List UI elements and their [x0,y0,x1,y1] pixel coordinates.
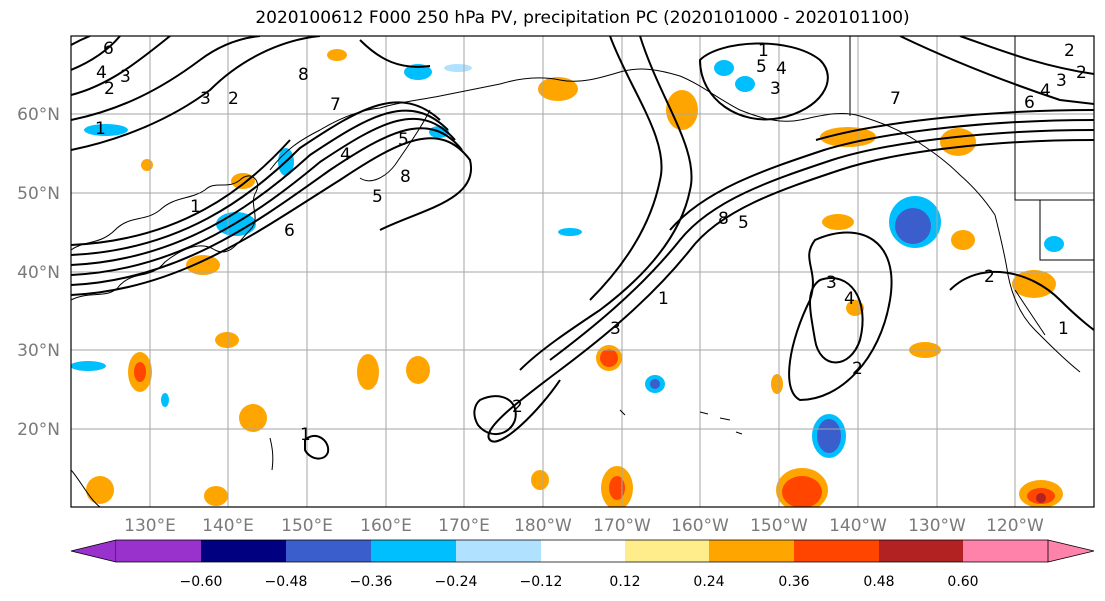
contour-label: 2 [1076,63,1087,83]
pv-contours [71,36,1094,460]
colorbar-tick-label: 0.60 [947,574,978,590]
lon-label: 150°W [750,516,808,536]
map-frame [70,35,1095,508]
contour-label: 4 [1040,81,1051,101]
lon-label: 170°E [438,516,490,536]
colorbar-segment [625,540,709,562]
lon-label: 160°E [360,516,412,536]
colorbar-segment [456,540,541,562]
colorbar-tick-label: 0.48 [863,574,894,590]
lon-label: 150°E [281,516,333,536]
colorbar-tick-labels: −0.60 −0.48 −0.36 −0.24 −0.12 0.12 0.24 … [180,574,979,590]
lat-label: 60°N [17,105,60,125]
contour-label: 6 [1024,93,1035,113]
contour-label: 6 [103,39,114,59]
colorbar-extend-high [1047,539,1095,563]
contour-label: 7 [890,89,901,109]
colorbar-segment [794,540,879,562]
lon-label: 160°W [671,516,729,536]
colorbar: −0.60 −0.48 −0.36 −0.24 −0.12 0.12 0.24 … [70,539,1095,590]
contour-label: 1 [95,119,106,139]
contour-label: 1 [300,425,311,445]
lat-label: 50°N [17,184,60,204]
colorbar-segment [709,540,794,562]
contour-label: 1 [190,197,201,217]
colorbar-segment [201,540,286,562]
contour-label: 6 [284,221,295,241]
contour-label: 5 [738,213,749,233]
latitude-labels: 60°N 50°N 40°N 30°N 20°N [17,105,60,440]
contour-label: 3 [770,79,781,99]
colorbar-segment [541,540,625,562]
colorbar-tick-label: −0.48 [265,574,308,590]
contour-label: 5 [756,57,767,77]
map-title: 2020100612 F000 250 hPa PV, precipitatio… [255,8,910,28]
lat-label: 20°N [17,420,60,440]
contour-label: 3 [120,67,131,87]
colorbar-tick-label: −0.12 [520,574,563,590]
lon-label: 130°E [124,516,176,536]
lon-label: 130°W [908,516,966,536]
coastlines [71,36,1094,507]
contour-label: 1 [758,41,769,61]
contour-label: 3 [1056,71,1067,91]
lon-label: 170°W [593,516,651,536]
contour-label: 3 [610,319,621,339]
contour-label: 4 [96,63,107,83]
contour-label: 3 [200,89,211,109]
contour-label: 1 [1058,319,1069,339]
lon-label: 120°W [986,516,1044,536]
contour-label: 4 [340,145,351,165]
contour-label: 7 [330,95,341,115]
contour-label: 1 [658,289,669,309]
contour-label: 8 [298,65,309,85]
contour-label: 2 [104,79,115,99]
colorbar-segment [963,540,1048,562]
contour-label: 4 [776,59,787,79]
lat-label: 30°N [17,341,60,361]
contour-label: 2 [852,359,863,379]
contour-label: 3 [826,273,837,293]
colorbar-segment [879,540,963,562]
contour-label: 2 [512,397,523,417]
colorbar-tick-label: −0.36 [350,574,393,590]
contour-label: 8 [718,209,729,229]
colorbar-tick-label: −0.60 [180,574,223,590]
lon-label: 140°W [829,516,887,536]
colorbar-segment [286,540,371,562]
graticule [71,36,1094,507]
colorbar-tick-label: 0.12 [609,574,640,590]
lon-label: 140°E [202,516,254,536]
contour-label: 5 [398,130,409,150]
precip-anomaly-shading [71,49,1064,507]
contour-label: 2 [228,89,239,109]
contour-label: 5 [372,187,383,207]
contour-label: 2 [1064,41,1075,61]
pv-contour-labels: 6 4 3 2 1 3 2 8 7 4 5 8 5 6 1 1 8 5 4 3 … [95,39,1087,445]
colorbar-tick-label: −0.24 [435,574,478,590]
colorbar-tick-label: 0.24 [693,574,724,590]
contour-label: 8 [400,167,411,187]
colorbar-tick-label: 0.36 [778,574,809,590]
contour-label: 2 [984,267,995,287]
colorbar-segment [371,540,456,562]
lat-label: 40°N [17,263,60,283]
lon-label: 180°W [514,516,572,536]
colorbar-extend-low [70,539,117,563]
contour-label: 4 [844,289,855,309]
colorbar-segment [116,540,201,562]
longitude-labels: 130°E 140°E 150°E 160°E 170°E 180°W 170°… [124,516,1044,536]
